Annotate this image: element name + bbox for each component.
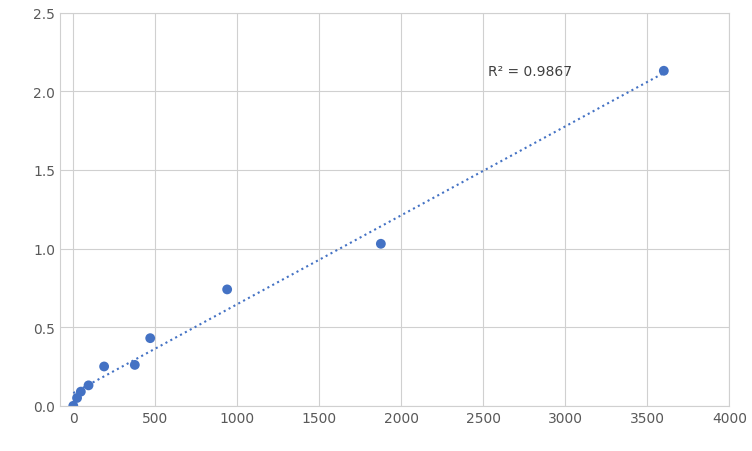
Text: R² = 0.9867: R² = 0.9867: [488, 64, 572, 78]
Point: [98, 363, 110, 370]
Point: [374, 241, 387, 248]
Point: [221, 286, 233, 293]
Point: [83, 382, 95, 389]
Point: [658, 68, 670, 75]
Point: [129, 362, 141, 369]
Point: [71, 395, 83, 402]
Point: [74, 388, 86, 396]
Point: [67, 402, 79, 410]
Point: [144, 335, 156, 342]
